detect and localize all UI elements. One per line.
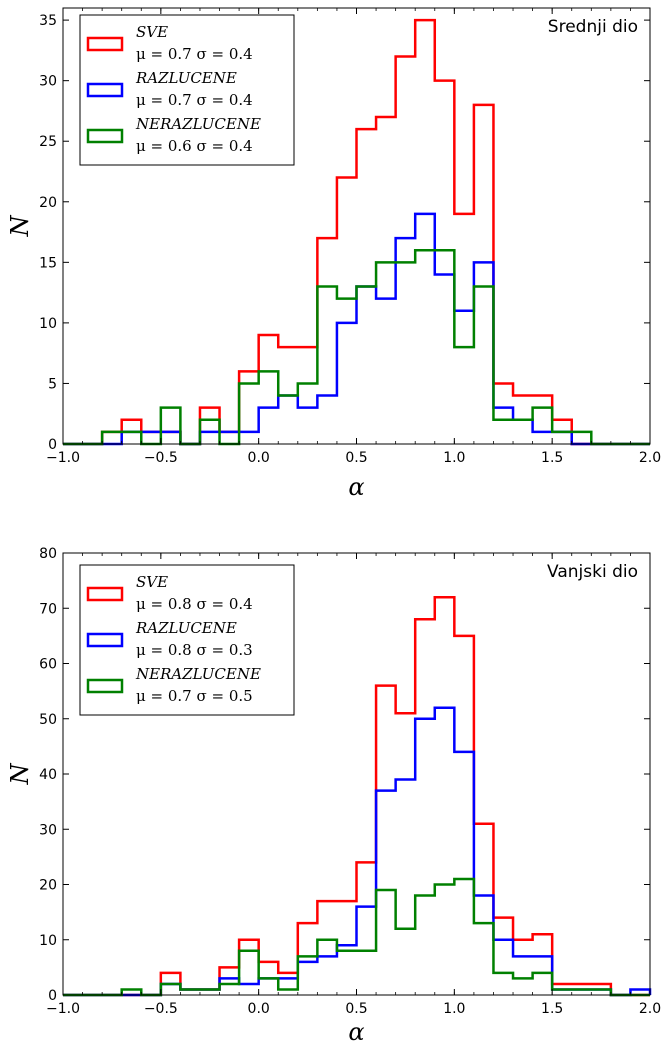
x-tick-label: −0.5 (144, 450, 178, 466)
y-tick-label: 80 (39, 546, 57, 562)
legend-label-razlucene: RAZLUCENE (135, 69, 237, 87)
x-tick-label: 1.0 (443, 1001, 465, 1017)
x-axis-label: α (348, 473, 364, 501)
legend-label-nerazlucene: NERAZLUCENE (135, 115, 261, 133)
legend-stats-nerazlucene: μ = 0.7 σ = 0.5 (136, 687, 253, 705)
y-tick-label: 25 (39, 134, 57, 150)
y-tick-label: 10 (39, 933, 57, 949)
legend-label-sve: SVE (136, 23, 168, 41)
x-tick-label: −1.0 (46, 1001, 80, 1017)
legend: SVE μ = 0.8 σ = 0.4 RAZLUCENE μ = 0.8 σ = 0… (79, 564, 295, 716)
legend-swatch-nerazlucene (86, 678, 124, 694)
x-tick-label: 0.5 (345, 450, 367, 466)
y-tick-label: 10 (39, 316, 57, 332)
legend-swatch-sve (86, 586, 124, 602)
x-tick-label: 0.0 (248, 1001, 270, 1017)
y-axis-label: N (6, 215, 34, 238)
panel-srednji-dio: −1.0 −0.5 0.0 0.5 1.0 1.5 2.0 0 5 10 15 20 25 30 35 α N S… (6, 7, 661, 501)
legend-stats-razlucene: μ = 0.8 σ = 0.3 (136, 641, 253, 659)
y-tick-label: 60 (39, 657, 57, 673)
panel-title: Srednji dio (548, 17, 638, 37)
y-tick-label: 70 (39, 601, 57, 617)
y-tick-label: 50 (39, 712, 57, 728)
legend-swatch-sve (86, 36, 124, 52)
series-razlucene-line (63, 212, 650, 446)
legend-frame (79, 14, 295, 166)
legend-swatch-razlucene (86, 82, 124, 98)
legend-frame (79, 564, 295, 716)
y-tick-label: 35 (39, 13, 57, 29)
x-tick-label: 2.0 (639, 450, 661, 466)
x-tick-label: −1.0 (46, 450, 80, 466)
y-tick-label: 0 (48, 988, 57, 1004)
panel-vanjski-dio: −1.0 −0.5 0.0 0.5 1.0 1.5 2.0 0 10 20 30 40 50 60 70 80… (6, 546, 661, 1046)
y-tick-label: 0 (48, 437, 57, 453)
series-nerazlucene-line (63, 248, 650, 446)
x-tick-label: 0.5 (345, 1001, 367, 1017)
x-tick-label: 0.0 (248, 450, 270, 466)
y-tick-label: 30 (39, 74, 57, 90)
legend-swatch-nerazlucene (86, 128, 124, 144)
x-axis-label: α (348, 1018, 364, 1046)
y-tick-label: 15 (39, 255, 57, 271)
x-tick-label: 1.0 (443, 450, 465, 466)
x-tick-label: 1.5 (541, 1001, 563, 1017)
y-axis-label: N (6, 763, 34, 786)
legend-label-sve: SVE (136, 573, 168, 591)
legend-stats-nerazlucene: μ = 0.6 σ = 0.4 (136, 137, 253, 155)
y-tick-label: 5 (48, 376, 57, 392)
legend-stats-sve: μ = 0.8 σ = 0.4 (136, 595, 253, 613)
series-nerazlucene-line (63, 877, 650, 997)
legend-stats-sve: μ = 0.7 σ = 0.4 (136, 45, 253, 63)
y-tick-label: 40 (39, 767, 57, 783)
x-tick-label: 2.0 (639, 1001, 661, 1017)
y-tick-label: 30 (39, 822, 57, 838)
legend-swatch-razlucene (86, 632, 124, 648)
legend-label-nerazlucene: NERAZLUCENE (135, 665, 261, 683)
legend: SVE μ = 0.7 σ = 0.4 RAZLUCENE μ = 0.7 σ = 0… (79, 14, 295, 166)
legend-label-razlucene: RAZLUCENE (135, 619, 237, 637)
panel-title: Vanjski dio (547, 562, 638, 582)
y-tick-label: 20 (39, 195, 57, 211)
legend-stats-razlucene: μ = 0.7 σ = 0.4 (136, 91, 253, 109)
x-tick-label: 1.5 (541, 450, 563, 466)
y-tick-label: 20 (39, 878, 57, 894)
x-tick-label: −0.5 (144, 1001, 178, 1017)
